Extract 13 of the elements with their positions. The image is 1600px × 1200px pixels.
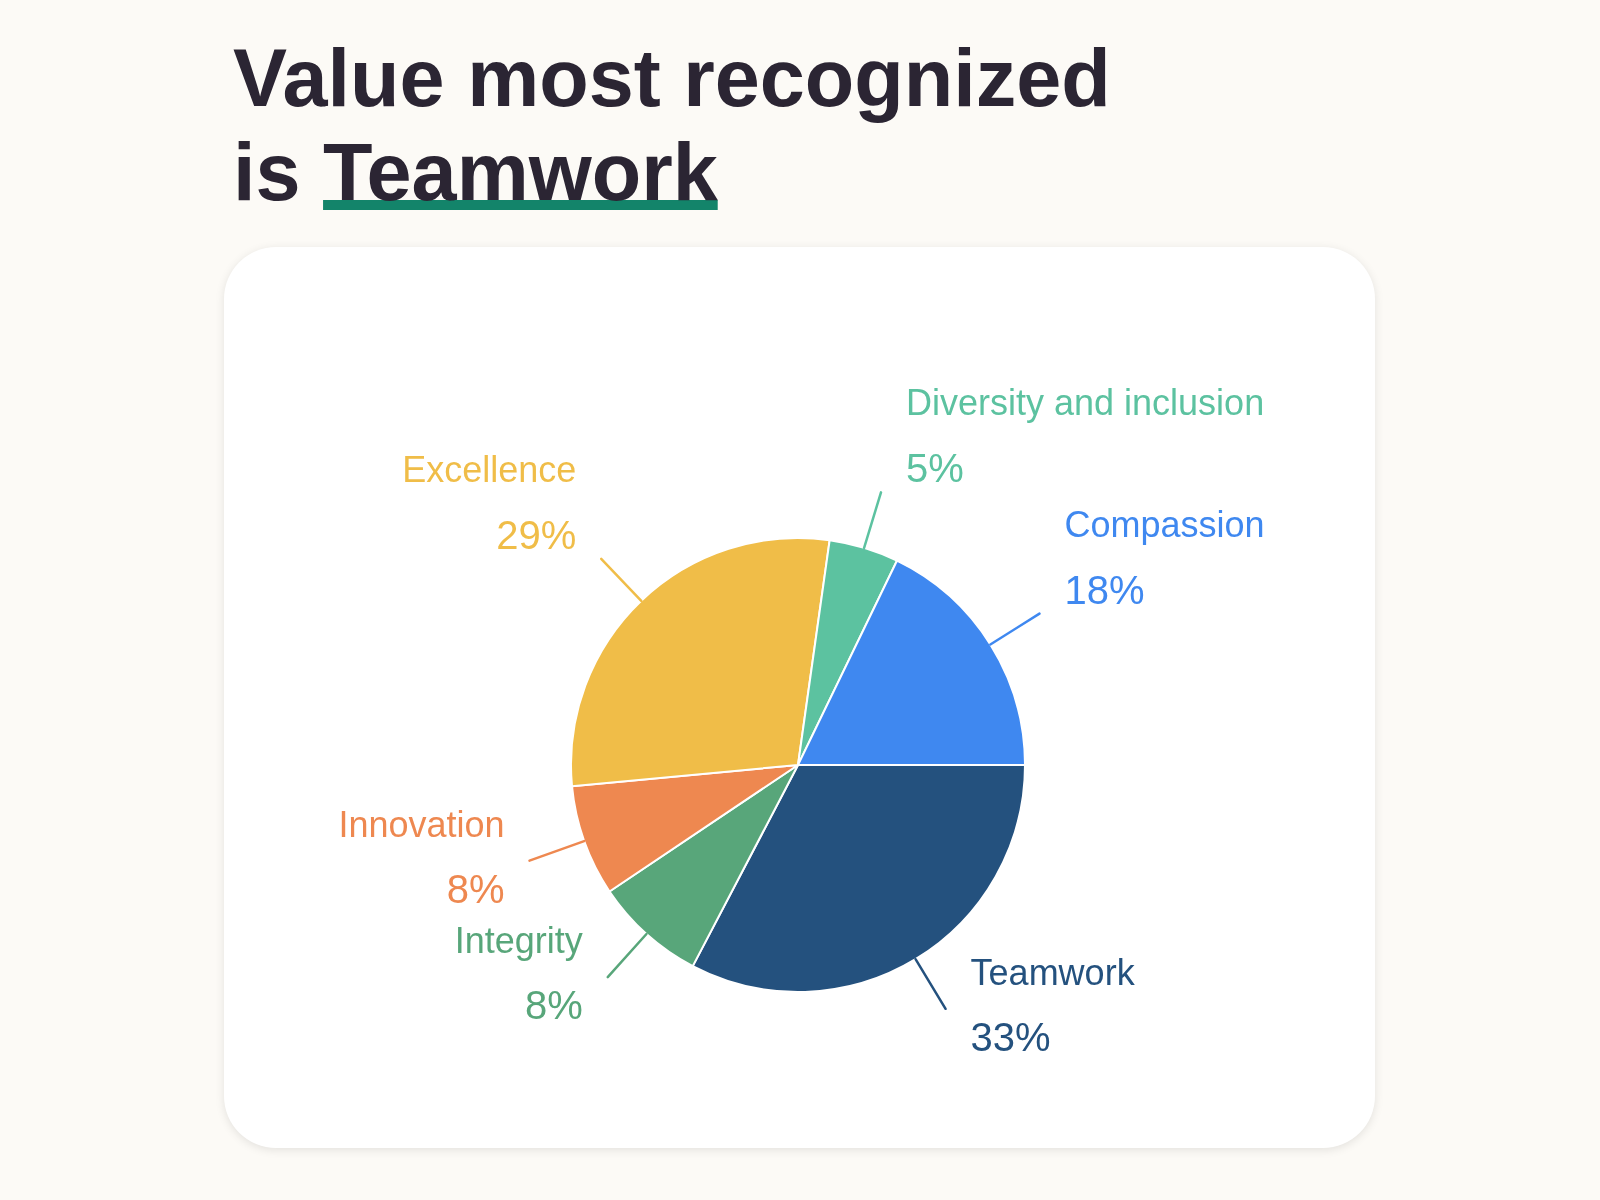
- data-label: 33%: [970, 1014, 1051, 1059]
- slice-label: Diversity and inclusion: [906, 382, 1265, 424]
- slice-label: Integrity: [454, 920, 583, 962]
- slice-label: Innovation: [338, 803, 505, 845]
- slice-label: Teamwork: [970, 951, 1136, 993]
- data-label: 8%: [446, 866, 505, 911]
- slice-label: Excellence: [402, 448, 577, 490]
- data-label: 8%: [524, 983, 583, 1028]
- chart-title: Value most recognized is Teamwork: [233, 32, 1112, 219]
- data-label: 29%: [496, 512, 577, 557]
- slice-label: Compassion: [1064, 503, 1265, 545]
- data-label: 5%: [906, 446, 964, 491]
- data-label: 18%: [1064, 567, 1145, 612]
